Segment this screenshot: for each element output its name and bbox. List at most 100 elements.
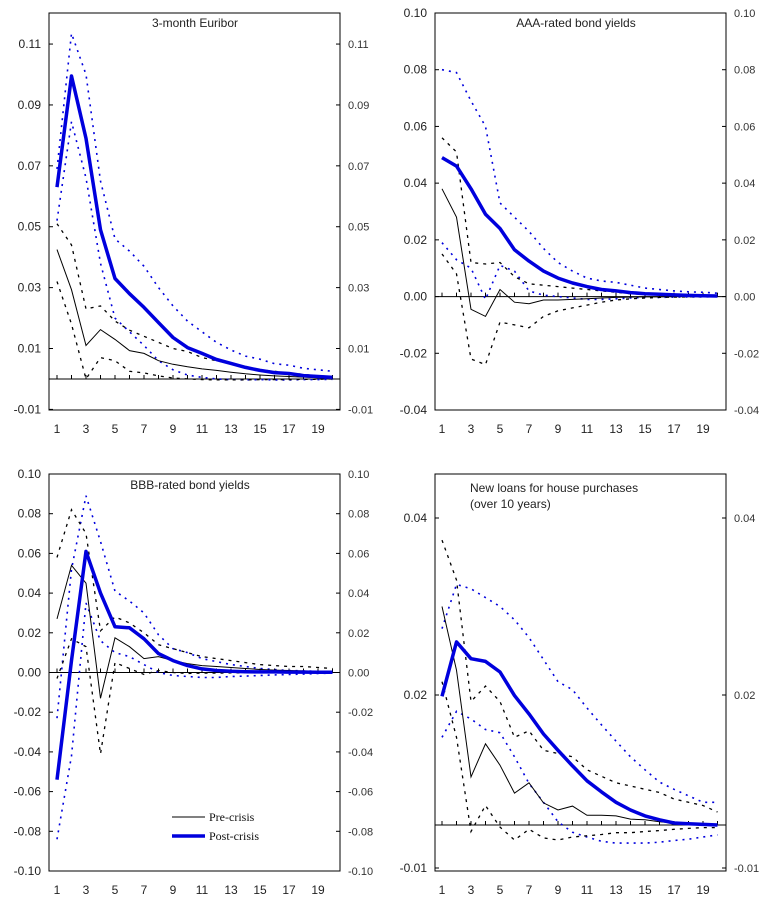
series-line-post-crisis-upper-band [56,33,333,373]
y-tick-label-left: 0.06 [18,546,42,560]
x-tick-label: 11 [581,422,594,436]
series-line-pre-crisis-upper-band [56,223,333,378]
y-tick-label-left: 0.08 [18,507,42,521]
y-tick-label-right: 0.03 [348,283,369,295]
x-tick-label: 9 [555,422,562,436]
series-line-post-crisis-lower-band [56,602,333,840]
plot-frame [434,12,727,411]
y-tick-label-right: 0.00 [348,668,369,680]
y-tick-label-right: -0.08 [348,826,373,838]
y-tick-label-right: 0.04 [734,513,755,525]
x-tick-label: 11 [196,422,209,436]
x-tick-label: 17 [667,883,681,897]
x-tick-label: 7 [141,883,148,897]
y-tick-label-left: 0.11 [19,37,42,51]
series-line-post-crisis [55,74,333,380]
x-tick-label: 17 [667,422,681,436]
x-tick-label: 1 [54,422,61,436]
y-tick-label-right: -0.01 [734,863,759,875]
y-tick-label-left: 0.10 [404,6,428,20]
x-tick-label: 15 [638,422,652,436]
legend-label: Pre-crisis [209,810,255,824]
y-tick-label-right: -0.10 [348,866,373,878]
x-tick-label: 19 [696,422,710,436]
series-line-pre-crisis-lower-band [441,681,718,841]
y-tick-label-right: 0.11 [348,39,369,51]
y-tick-label-left: -0.06 [14,785,42,799]
y-tick-label-left: 0.07 [18,159,42,173]
y-tick-label-left: 0.04 [404,176,428,190]
x-tick-label: 13 [224,883,238,897]
x-tick-label: 1 [439,883,446,897]
x-tick-label: 9 [555,883,562,897]
series-line-pre-crisis-upper-band [441,137,718,297]
series-line-pre-crisis-lower-band [56,281,333,381]
series-line-pre-crisis-upper-band [56,508,333,670]
y-tick-label-left: 0.09 [18,98,42,112]
x-tick-label: 15 [253,883,267,897]
series-line-pre-crisis [441,606,718,826]
series-line-post-crisis-upper-band [441,68,718,294]
x-tick-label: 9 [170,422,177,436]
series-line-pre-crisis-upper-band [441,539,718,813]
y-tick-label-right: 0.09 [348,100,369,112]
y-tick-label-right: -0.06 [348,787,373,799]
x-tick-label: 3 [468,883,475,897]
chart-panel-3: -0.10 -0.10 -0.08 -0.08 -0.06 -0.06 -0.04 -0.04… [14,467,373,897]
y-tick-label-right: 0.01 [348,344,369,356]
y-tick-label-right: -0.02 [734,348,759,360]
series-line-post-crisis-lower-band [441,242,718,302]
y-tick-label-left: -0.01 [14,402,42,416]
y-tick-label-right: 0.00 [734,292,755,304]
x-tick-label: 3 [83,422,90,436]
chart-panel-4: -0.01 -0.010.02 0.020.04 0.041 3 5 7 9 11 13 15 17 1… [400,473,759,897]
y-tick-label-right: 0.06 [734,121,755,133]
y-tick-label-right: 0.04 [348,588,369,600]
series-line-post-crisis [440,640,718,827]
y-tick-label-right: -0.02 [348,707,373,719]
y-tick-label-right: 0.10 [734,8,755,20]
y-tick-label-right: 0.02 [348,628,369,640]
y-tick-label-right: 0.07 [348,161,369,173]
y-tick-label-left: 0.01 [18,342,42,356]
y-tick-label-left: -0.01 [400,861,428,875]
y-tick-label-right: -0.04 [348,747,373,759]
y-tick-label-left: 0.04 [18,586,42,600]
y-tick-label-right: 0.05 [348,222,369,234]
x-tick-label: 13 [609,422,623,436]
series-line-pre-crisis [56,249,333,379]
y-tick-label-right: 0.08 [348,509,369,521]
panel-title: (over 10 years) [470,497,551,511]
y-tick-label-left: -0.04 [400,403,428,417]
y-tick-label-left: 0.06 [404,119,428,133]
y-tick-label-right: 0.08 [734,65,755,77]
x-tick-label: 15 [253,422,267,436]
x-tick-label: 5 [112,422,119,436]
legend: Pre-crisis Post-crisis [172,810,259,843]
x-tick-label: 7 [141,422,148,436]
x-tick-label: 5 [497,422,504,436]
y-tick-label-left: 0.02 [404,233,428,247]
x-tick-label: 13 [609,883,623,897]
x-tick-label: 15 [638,883,652,897]
panel-title: BBB-rated bond yields [130,478,249,492]
x-tick-label: 13 [224,422,238,436]
y-tick-label-left: 0.03 [18,281,42,295]
legend-label: Post-crisis [209,829,259,843]
y-tick-label-left: 0.02 [404,688,428,702]
x-tick-label: 5 [112,883,119,897]
y-tick-label-right: -0.01 [348,404,373,416]
y-tick-label-left: 0.00 [404,290,428,304]
series-line-pre-crisis-lower-band [56,637,333,755]
y-tick-label-right: 0.02 [734,690,755,702]
x-tick-label: 17 [282,422,296,436]
y-tick-label-left: 0.04 [404,511,428,525]
y-tick-label-left: -0.04 [14,745,42,759]
x-tick-label: 1 [439,422,446,436]
panel-title: 3-month Euribor [152,16,238,30]
y-tick-label-left: 0.08 [404,63,428,77]
x-tick-label: 7 [526,422,533,436]
x-tick-label: 1 [54,883,61,897]
x-tick-label: 3 [468,422,475,436]
